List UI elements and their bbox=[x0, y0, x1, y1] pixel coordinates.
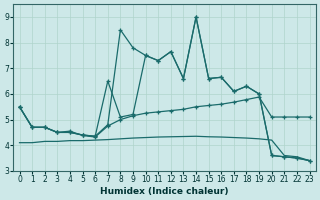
X-axis label: Humidex (Indice chaleur): Humidex (Indice chaleur) bbox=[100, 187, 229, 196]
